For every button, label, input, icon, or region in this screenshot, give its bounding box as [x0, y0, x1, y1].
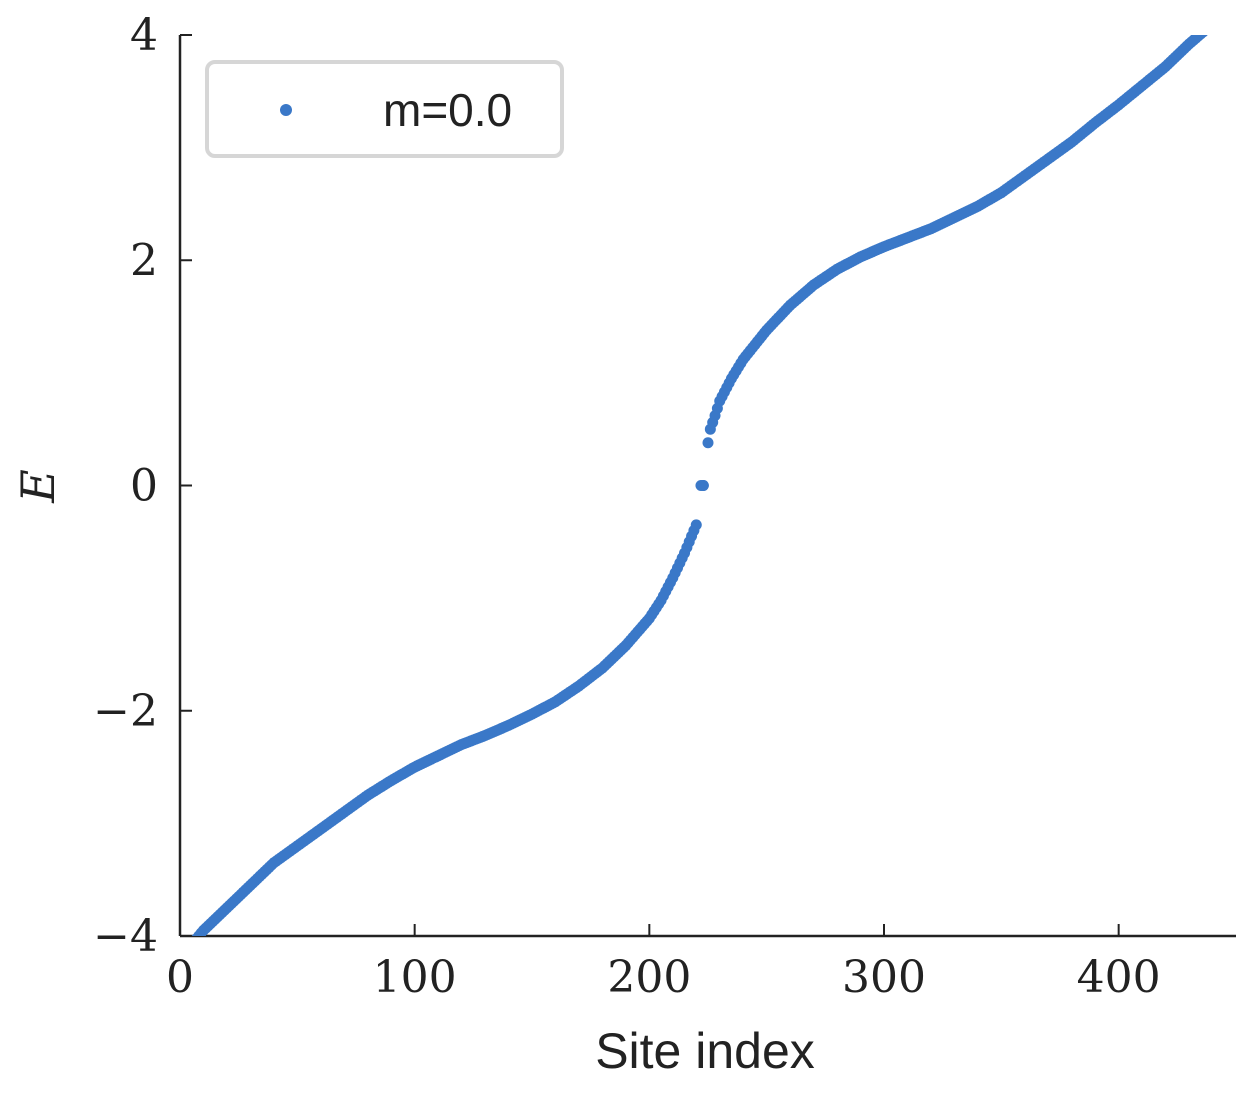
data-point [1221, 5, 1232, 16]
data-point [1195, 35, 1207, 40]
x-tick-label: 200 [607, 952, 691, 1003]
data-point [1231, 0, 1242, 7]
y-ticks: −4 −2 0 2 4 [93, 10, 192, 962]
data-point [1226, 0, 1237, 11]
data-point [1216, 9, 1227, 20]
legend: m=0.0 [205, 60, 564, 158]
y-tick-label: −2 [93, 686, 158, 737]
data-point [1219, 7, 1230, 18]
y-tick-label: 2 [130, 235, 158, 286]
x-tick-label: 100 [373, 952, 457, 1003]
x-ticks: 0 100 200 300 400 [166, 924, 1161, 1003]
data-point [1198, 35, 1208, 38]
data-point [690, 519, 702, 531]
y-tick-label: 4 [130, 10, 158, 61]
data-point [189, 936, 200, 947]
scatter-points [186, 0, 1242, 950]
y-axis-label: E [11, 469, 65, 504]
x-axis-label: Site index [595, 1023, 815, 1079]
legend-box [205, 60, 564, 158]
data-point [1228, 0, 1239, 9]
data-point [1202, 22, 1213, 33]
y-tick-label: −4 [93, 911, 158, 962]
y-tick-label: 0 [130, 461, 158, 512]
data-point [697, 480, 709, 491]
x-tick-label: 0 [166, 952, 194, 1003]
data-point [1207, 18, 1218, 29]
data-point [1203, 35, 1208, 36]
data-point [186, 939, 197, 950]
x-tick-label: 300 [842, 952, 926, 1003]
data-point [1209, 16, 1220, 27]
legend-marker [280, 104, 292, 116]
data-point [1212, 14, 1223, 25]
data-point [1214, 11, 1225, 22]
x-tick-label: 400 [1077, 952, 1161, 1003]
data-point [702, 437, 714, 449]
data-point [1205, 20, 1216, 31]
legend-label: m=0.0 [383, 84, 512, 136]
data-point [1223, 2, 1234, 13]
